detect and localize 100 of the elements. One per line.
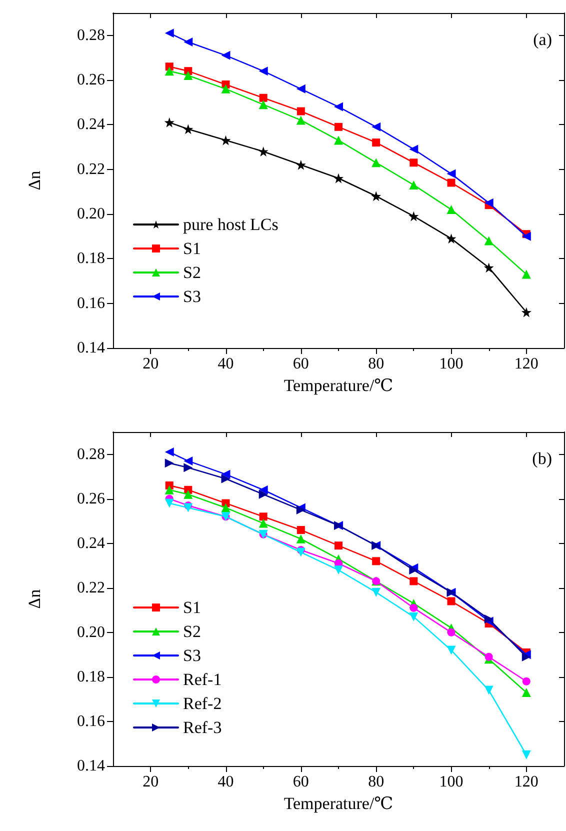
y-tick-label: 0.16 (77, 294, 105, 312)
x-tick-label: 20 (142, 356, 159, 372)
point (484, 262, 494, 273)
point (184, 463, 193, 472)
point (258, 66, 268, 76)
y-tick-label: 0.24 (77, 116, 105, 134)
point (164, 485, 174, 494)
x-tick-label: 20 (142, 774, 159, 790)
point (221, 474, 230, 484)
point (259, 512, 268, 521)
x-tick-label: 40 (218, 356, 234, 372)
point (296, 526, 305, 534)
point (296, 160, 306, 170)
annotation: (b) (532, 449, 552, 468)
legend-label: Ref-2 (183, 694, 222, 713)
point (334, 566, 343, 575)
point (258, 146, 268, 156)
point (334, 102, 343, 112)
point (408, 211, 419, 222)
point (258, 490, 268, 499)
point (184, 503, 193, 512)
point (372, 158, 381, 168)
point (184, 38, 193, 47)
y-tick-label: 0.18 (77, 668, 105, 686)
legend-label: S2 (183, 622, 201, 641)
point (410, 577, 418, 586)
x-tick-label: 100 (439, 356, 464, 372)
point (521, 307, 532, 318)
point (334, 542, 342, 550)
point (183, 124, 194, 134)
legend-label: S3 (183, 287, 201, 306)
point (446, 205, 456, 214)
point (372, 588, 381, 597)
x-tick-label: 120 (514, 774, 538, 790)
x-tick-label: 40 (218, 774, 234, 790)
point (447, 597, 456, 606)
point (164, 448, 174, 457)
legend-label: Ref-1 (183, 670, 222, 689)
y-tick-label: 0.28 (77, 26, 105, 44)
annotation: (a) (533, 30, 552, 49)
point (447, 178, 456, 187)
point (259, 94, 268, 102)
point (164, 498, 174, 508)
point (522, 688, 531, 698)
y-tick-label: 0.22 (77, 579, 105, 596)
point (296, 84, 306, 94)
x-tick-label: 100 (439, 774, 464, 790)
point (446, 169, 456, 178)
y-tick-label: 0.24 (77, 534, 105, 552)
point (522, 232, 531, 241)
point (164, 458, 174, 468)
x-tick-label: 80 (368, 774, 384, 790)
point (372, 138, 380, 147)
point (296, 116, 306, 125)
y-tick-label: 0.20 (77, 624, 105, 641)
point (258, 518, 268, 528)
point (334, 122, 342, 131)
point (334, 173, 344, 184)
x-tick-label: 80 (368, 356, 384, 372)
y-tick-label: 0.18 (77, 250, 105, 268)
y-tick-label: 0.20 (77, 206, 105, 222)
point (372, 122, 381, 132)
point (184, 456, 193, 466)
point (446, 234, 456, 244)
point (409, 180, 418, 190)
point (372, 557, 380, 566)
y-tick-label: 0.28 (77, 446, 105, 463)
point (484, 198, 494, 208)
point (410, 604, 418, 612)
point (220, 135, 231, 146)
point (409, 566, 418, 575)
x-tick-label: 60 (292, 774, 309, 790)
point (484, 236, 494, 246)
point (221, 84, 230, 94)
y-tick-label: 0.14 (77, 340, 105, 356)
point (184, 71, 193, 80)
legend-label: S1 (183, 598, 201, 617)
point (258, 485, 268, 494)
x-axis-title: Temperature/℃ (284, 376, 394, 395)
point (221, 50, 230, 60)
x-tick-label: 120 (514, 356, 538, 372)
point (164, 117, 174, 128)
point (409, 612, 418, 622)
point (409, 144, 418, 154)
point (334, 136, 343, 145)
point (164, 66, 174, 76)
point (484, 652, 493, 661)
legend-label: S1 (183, 239, 201, 258)
point (371, 191, 382, 202)
point (296, 548, 306, 557)
x-tick-label: 60 (292, 356, 309, 372)
legend-label: S2 (183, 263, 201, 282)
y-tick-label: 0.26 (77, 72, 105, 88)
point (296, 534, 306, 544)
y-tick-label: 0.22 (77, 160, 105, 178)
point (522, 677, 530, 686)
point (522, 270, 531, 279)
y-axis-title: Δn (25, 588, 44, 609)
point (522, 750, 531, 760)
point (484, 686, 494, 695)
